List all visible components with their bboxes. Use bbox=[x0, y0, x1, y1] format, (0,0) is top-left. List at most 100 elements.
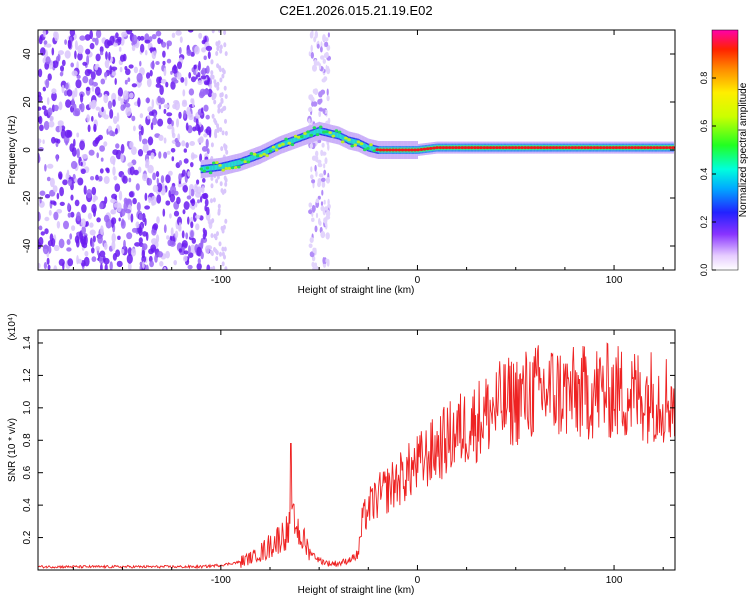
snr-ytick-label: 0.4 bbox=[22, 498, 33, 512]
noise-blob bbox=[67, 202, 71, 211]
noise-blob bbox=[69, 233, 73, 240]
noise-column-blob bbox=[322, 257, 326, 265]
ridge-mid bbox=[304, 133, 306, 139]
noise-blob bbox=[76, 255, 79, 265]
ridge-core bbox=[655, 146, 660, 150]
noise-blob bbox=[146, 72, 151, 79]
noise-blob bbox=[38, 236, 44, 246]
noise-blob bbox=[104, 39, 110, 49]
noise-blob bbox=[206, 264, 211, 270]
noise-blob bbox=[87, 212, 92, 220]
noise-blob bbox=[223, 175, 227, 181]
noise-blob bbox=[196, 262, 202, 270]
noise-blob bbox=[203, 55, 207, 61]
noise-blob bbox=[39, 124, 44, 132]
noise-column-blob bbox=[326, 88, 329, 96]
ridge-mid bbox=[243, 158, 245, 164]
noise-blob bbox=[158, 151, 162, 159]
ridge-core bbox=[284, 137, 288, 141]
noise-blob bbox=[190, 204, 196, 210]
noise-blob bbox=[213, 247, 216, 252]
noise-blob bbox=[223, 246, 227, 252]
noise-blob bbox=[210, 176, 214, 181]
noise-blob bbox=[195, 118, 199, 126]
noise-blob bbox=[147, 164, 154, 174]
ridge-mid bbox=[289, 139, 291, 145]
ridge-core bbox=[359, 142, 364, 146]
noise-blob bbox=[207, 51, 211, 60]
noise-blob bbox=[51, 238, 56, 247]
ridge-core bbox=[646, 146, 650, 150]
noise-blob bbox=[90, 71, 96, 80]
ridge-mid bbox=[236, 160, 238, 166]
noise-blob bbox=[196, 179, 200, 185]
noise-blob bbox=[181, 101, 188, 107]
noise-blob bbox=[67, 39, 72, 50]
noise-blob bbox=[173, 210, 180, 217]
noise-blob bbox=[67, 212, 72, 218]
noise-blob bbox=[223, 30, 227, 36]
noise-blob bbox=[190, 98, 194, 104]
noise-blob bbox=[219, 92, 223, 98]
noise-blob bbox=[142, 138, 148, 145]
noise-blob bbox=[48, 209, 52, 216]
noise-blob bbox=[78, 103, 83, 110]
noise-blob bbox=[38, 262, 41, 269]
noise-column-blob bbox=[324, 206, 329, 211]
noise-blob bbox=[59, 71, 64, 77]
noise-column-blob bbox=[310, 96, 315, 103]
noise-blob bbox=[158, 134, 164, 141]
noise-blob bbox=[120, 152, 124, 162]
ridge-core bbox=[372, 149, 377, 153]
noise-blob bbox=[109, 109, 114, 119]
noise-blob bbox=[162, 50, 166, 58]
noise-column-blob bbox=[310, 166, 313, 173]
noise-blob bbox=[174, 230, 179, 239]
ridge-core bbox=[545, 146, 549, 150]
noise-blob bbox=[157, 251, 164, 258]
noise-blob bbox=[61, 84, 65, 94]
noise-blob bbox=[221, 246, 225, 252]
noise-blob bbox=[166, 235, 170, 240]
ridge-mid bbox=[265, 149, 267, 155]
noise-blob bbox=[182, 89, 186, 97]
snr-series-line bbox=[38, 342, 675, 570]
noise-blob bbox=[135, 221, 140, 229]
noise-column-blob bbox=[320, 231, 326, 239]
noise-blob bbox=[99, 250, 106, 258]
noise-blob bbox=[168, 170, 173, 176]
ridge-mid bbox=[237, 160, 239, 166]
noise-column-blob bbox=[324, 41, 329, 47]
ridge-core bbox=[551, 146, 556, 150]
ridge-core bbox=[639, 146, 644, 150]
noise-blob bbox=[149, 47, 156, 52]
ridge-mid bbox=[211, 165, 213, 171]
ridge-core bbox=[410, 148, 414, 152]
noise-blob bbox=[163, 266, 167, 270]
spectrogram-ytick-label: 20 bbox=[22, 96, 33, 108]
ridge-mid bbox=[225, 163, 227, 169]
noise-blob bbox=[200, 251, 204, 260]
ridge-mid bbox=[226, 162, 228, 168]
noise-column-blob bbox=[311, 30, 314, 38]
noise-blob bbox=[53, 211, 59, 221]
noise-blob bbox=[109, 130, 114, 137]
noise-blob bbox=[221, 73, 225, 79]
noise-blob bbox=[188, 252, 194, 258]
noise-blob bbox=[145, 264, 149, 270]
noise-blob bbox=[67, 258, 74, 267]
noise-blob bbox=[49, 115, 54, 122]
ridge-mid bbox=[277, 143, 279, 149]
noise-blob bbox=[111, 66, 118, 71]
noise-blob bbox=[100, 78, 106, 85]
ridge-core bbox=[287, 141, 292, 145]
noise-blob bbox=[47, 107, 53, 116]
noise-blob bbox=[185, 232, 189, 240]
noise-blob bbox=[181, 230, 185, 239]
spectrogram-xlabel: Height of straight line (km) bbox=[298, 285, 415, 296]
ridge-mid bbox=[365, 144, 368, 150]
ridge-mid bbox=[299, 135, 302, 141]
noise-blob bbox=[38, 115, 43, 125]
noise-blob bbox=[219, 127, 223, 133]
noise-blob bbox=[144, 49, 148, 56]
